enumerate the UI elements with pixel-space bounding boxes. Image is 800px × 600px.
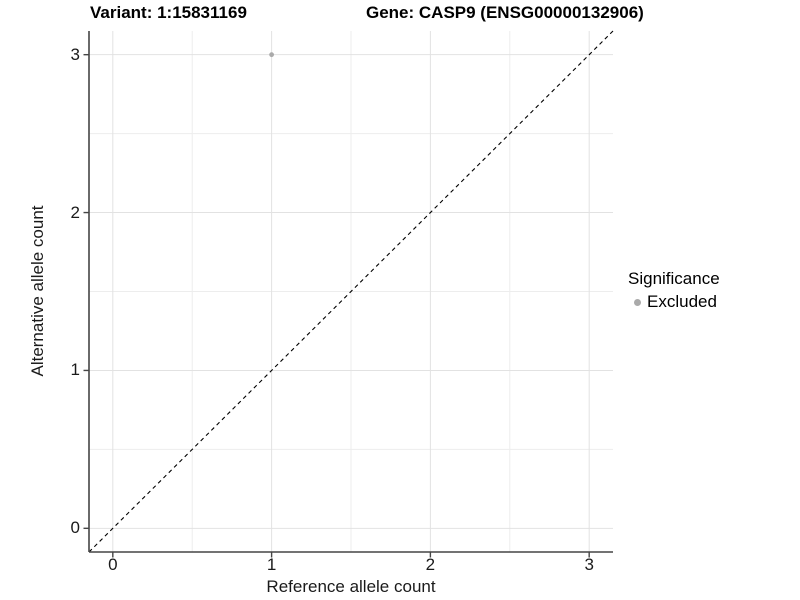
x-tick-label: 2 — [425, 555, 436, 574]
legend-entry-excluded: Excluded — [634, 292, 720, 312]
y-tick-label: 2 — [70, 202, 80, 222]
y-axis-label: Alternative allele count — [28, 205, 47, 377]
y-tick-label: 3 — [70, 44, 80, 64]
x-tick-label: 3 — [584, 555, 594, 574]
excluded-point-icon — [634, 298, 641, 306]
plot-title-gene: Gene: CASP9 (ENSG00000132906) — [366, 3, 644, 22]
data-point — [269, 52, 275, 58]
y-tick-label: 0 — [70, 518, 80, 538]
x-axis-label: Reference allele count — [266, 577, 436, 596]
x-tick-label: 1 — [266, 555, 277, 574]
identity-dashed-line — [88, 30, 614, 553]
y-tick-label: 1 — [70, 360, 80, 380]
legend-entry-label: Excluded — [647, 292, 717, 311]
legend-title: Significance — [628, 269, 720, 288]
plot-title-variant: Variant: 1:15831169 — [90, 3, 247, 22]
x-tick-label: 0 — [108, 555, 118, 574]
legend: Significance Excluded — [626, 269, 720, 312]
